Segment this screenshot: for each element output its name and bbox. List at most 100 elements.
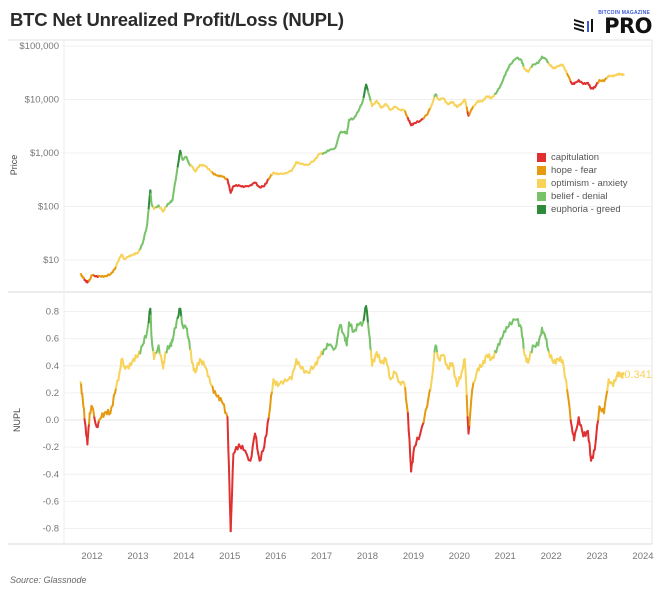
nupl-segment bbox=[452, 366, 456, 379]
nupl-segment bbox=[468, 410, 472, 427]
nupl-segment bbox=[250, 445, 254, 458]
price-segment bbox=[177, 154, 181, 163]
legend-swatch bbox=[537, 153, 546, 162]
x-tick-label: 2018 bbox=[357, 551, 378, 562]
nupl-segment bbox=[87, 426, 90, 437]
nupl-segment bbox=[117, 371, 121, 382]
nupl-segment bbox=[83, 407, 86, 421]
nupl-segment bbox=[159, 354, 163, 364]
nupl-tick-label: -0.6 bbox=[43, 496, 59, 507]
nupl-segment bbox=[259, 450, 263, 461]
nupl-segment bbox=[367, 322, 370, 333]
nupl-segment bbox=[596, 418, 600, 427]
price-segment bbox=[146, 207, 150, 218]
nupl-segment bbox=[464, 374, 468, 397]
legend-item-belief-denial: belief - denial bbox=[537, 190, 628, 203]
nupl-axis-title: NUPL bbox=[12, 408, 22, 432]
nupl-segment bbox=[271, 378, 275, 393]
nupl-segment bbox=[498, 337, 502, 346]
nupl-segment bbox=[316, 356, 320, 366]
nupl-segment bbox=[435, 345, 439, 354]
nupl-segment bbox=[369, 349, 373, 360]
nupl-segment bbox=[426, 397, 430, 408]
x-tick-label: 2017 bbox=[311, 551, 332, 562]
nupl-segment bbox=[231, 452, 235, 472]
bitcoin-magazine-pro-logo: BITCOIN MAGAZINE PRO bbox=[566, 8, 652, 38]
x-axis-ticks: 2012 2013 2014 2015 2016 2017 2018 2019 2020 2021… bbox=[81, 551, 653, 562]
price-segment bbox=[171, 192, 175, 202]
nupl-segment bbox=[561, 359, 565, 369]
nupl-segment bbox=[521, 337, 525, 351]
price-tick-label: $100,000 bbox=[19, 41, 59, 52]
nupl-segment bbox=[111, 394, 115, 407]
nupl-segment bbox=[255, 436, 259, 450]
nupl-segment bbox=[80, 383, 83, 395]
nupl-segment bbox=[172, 327, 176, 338]
price-tick-label: $1,000 bbox=[30, 148, 59, 159]
nupl-segment bbox=[404, 387, 408, 401]
nupl-segment bbox=[227, 446, 231, 473]
nupl-series bbox=[79, 305, 625, 533]
x-tick-label: 2020 bbox=[449, 551, 470, 562]
x-tick-label: 2014 bbox=[173, 551, 194, 562]
price-segment bbox=[146, 215, 149, 227]
logo-subtitle: BITCOIN MAGAZINE bbox=[598, 10, 650, 16]
nupl-segment bbox=[407, 429, 411, 442]
nupl-segment bbox=[528, 351, 532, 360]
nupl-tick-label: 0.4 bbox=[46, 361, 59, 372]
nupl-segment bbox=[231, 470, 234, 497]
nupl-segment bbox=[88, 412, 91, 425]
nupl-segment bbox=[432, 350, 436, 364]
nupl-segment bbox=[406, 412, 410, 432]
nupl-segment bbox=[405, 398, 408, 408]
x-tick-label: 2024 bbox=[632, 551, 653, 562]
nupl-segment bbox=[180, 315, 183, 325]
nupl-segment bbox=[430, 371, 434, 381]
price-tick-label: $10 bbox=[43, 255, 59, 266]
nupl-segment bbox=[459, 371, 463, 380]
nupl-segment bbox=[268, 394, 273, 410]
price-segment bbox=[147, 197, 151, 210]
nupl-segment bbox=[406, 405, 409, 415]
nupl-segment bbox=[586, 429, 590, 442]
nupl-tick-label: -0.8 bbox=[43, 524, 59, 535]
nupl-segment bbox=[177, 307, 181, 317]
nupl-segment bbox=[622, 372, 625, 375]
legend-item-capitulation: capitulation bbox=[537, 151, 628, 164]
logo-pro: PRO bbox=[604, 14, 652, 38]
nupl-segment bbox=[443, 354, 447, 365]
nupl-segment bbox=[520, 326, 524, 338]
legend-swatch bbox=[537, 192, 546, 201]
nupl-segment bbox=[251, 437, 255, 448]
nupl-segment bbox=[366, 310, 369, 324]
legend-label: capitulation bbox=[551, 152, 600, 163]
nupl-segment bbox=[568, 406, 572, 422]
nupl-segment bbox=[350, 323, 354, 333]
nupl-segment bbox=[597, 405, 601, 421]
nupl-segment bbox=[483, 355, 487, 364]
brand-stripes-icon bbox=[574, 19, 593, 32]
nupl-segment bbox=[263, 436, 267, 449]
nupl-segment bbox=[431, 361, 435, 374]
nupl-segment bbox=[229, 509, 233, 533]
nupl-segment bbox=[414, 436, 419, 446]
nupl-segment bbox=[470, 389, 474, 401]
price-series bbox=[79, 55, 625, 284]
nupl-segment bbox=[577, 416, 581, 426]
x-tick-label: 2023 bbox=[587, 551, 608, 562]
nupl-segment bbox=[565, 379, 569, 392]
nupl-segment bbox=[266, 416, 270, 425]
legend-label: optimism - anxiety bbox=[551, 178, 628, 189]
nupl-segment bbox=[594, 424, 599, 441]
x-tick-label: 2019 bbox=[403, 551, 424, 562]
nupl-segment bbox=[336, 328, 340, 337]
nupl-segment bbox=[81, 392, 84, 401]
nupl-segment bbox=[566, 389, 570, 400]
nupl-segment bbox=[368, 337, 372, 350]
nupl-segment bbox=[462, 358, 465, 369]
nupl-tick-label: 0.8 bbox=[46, 307, 59, 318]
zone-legend: capitulation hope - fear optimism - anxi… bbox=[537, 151, 628, 216]
nupl-segment bbox=[92, 408, 96, 419]
nupl-segment bbox=[473, 373, 478, 382]
legend-swatch bbox=[537, 205, 546, 214]
